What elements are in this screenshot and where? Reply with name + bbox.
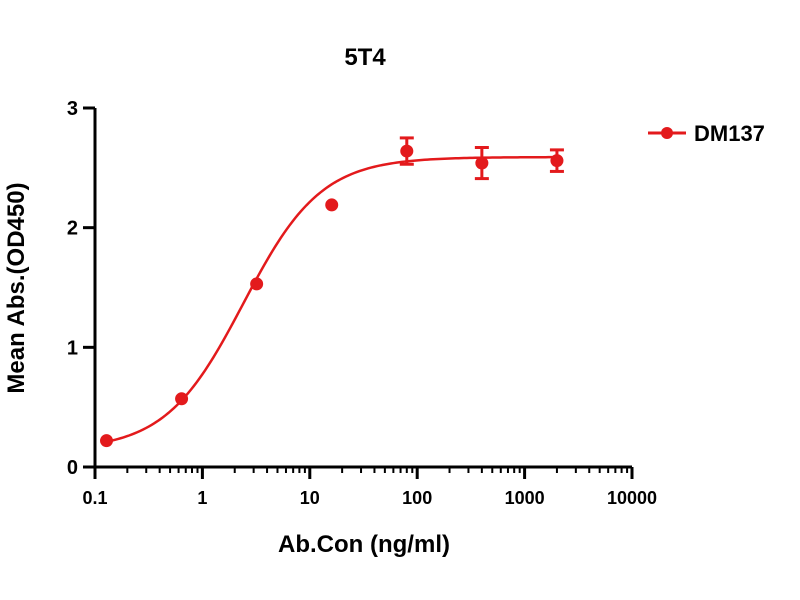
data-point — [550, 154, 564, 168]
plot-area — [100, 136, 564, 448]
data-point — [250, 277, 264, 291]
y-tick-label: 2 — [67, 218, 78, 240]
y-tick-label: 1 — [67, 337, 78, 359]
data-point — [325, 198, 339, 212]
legend: DM137 — [648, 121, 765, 146]
y-tick-label: 3 — [67, 98, 78, 120]
x-tick-label: 1000 — [505, 488, 545, 508]
x-tick-label: 1 — [197, 488, 207, 508]
y-axis-label: Mean Abs.(OD450) — [3, 182, 30, 393]
y-tick-label: 0 — [67, 457, 78, 479]
data-point — [475, 156, 489, 170]
x-tick-label: 10 — [300, 488, 320, 508]
ticks: 0.1 1 10 100 1000 10000 0 1 2 3 — [67, 98, 657, 508]
data-point — [400, 144, 414, 158]
x-tick-label: 0.1 — [82, 488, 107, 508]
x-tick-label: 10000 — [607, 488, 657, 508]
axes — [93, 108, 632, 469]
legend-marker — [661, 127, 673, 139]
x-tick-label: 100 — [402, 488, 432, 508]
data-point — [175, 392, 189, 406]
legend-label: DM137 — [694, 121, 765, 146]
data-point — [100, 434, 114, 448]
chart-title: 5T4 — [344, 44, 386, 71]
x-axis-label: Ab.Con (ng/ml) — [278, 531, 450, 558]
